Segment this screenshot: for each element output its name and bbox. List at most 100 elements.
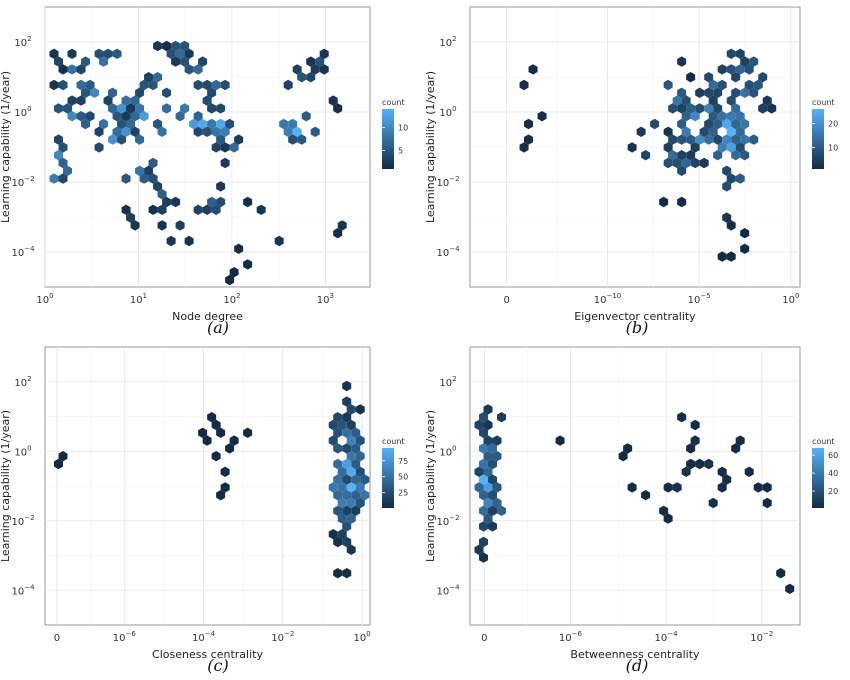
hex-bin — [148, 173, 158, 184]
hex-bin — [717, 251, 727, 262]
hex-bin — [717, 142, 727, 153]
hex-bin — [76, 111, 86, 122]
hex-bin — [360, 490, 370, 501]
hex-bin — [686, 443, 696, 454]
hex-bin — [342, 443, 352, 454]
hex-bin — [704, 72, 714, 83]
hex-bin — [76, 79, 86, 91]
hex-bin — [351, 443, 361, 454]
hex-bin — [175, 48, 185, 59]
hex-bin — [342, 568, 352, 579]
hex-bin — [243, 196, 253, 208]
legend-tick-label: 20 — [828, 487, 838, 496]
hex-bin — [663, 482, 673, 493]
hex-bin — [713, 103, 723, 114]
hex-bin — [211, 126, 221, 137]
hex-bin — [618, 451, 628, 462]
y-tick-label: 100 — [439, 105, 456, 119]
x-tick-label: 101 — [130, 292, 147, 306]
hex-bin — [229, 267, 239, 278]
hex-bin — [121, 95, 131, 106]
hex-bin — [623, 443, 633, 454]
hex-bin — [117, 134, 127, 145]
hex-bin — [76, 64, 86, 75]
hex-bin — [229, 435, 239, 446]
hex-bin — [641, 490, 651, 501]
hex-bin — [681, 466, 691, 477]
hex-bin — [220, 142, 230, 153]
hex-bin — [555, 435, 565, 446]
hex-bin — [713, 118, 723, 130]
y-axis-title: Learning capability (1/year) — [0, 410, 12, 562]
hex-bin — [211, 79, 221, 91]
hex-bin — [717, 79, 727, 91]
hex-bin — [229, 142, 239, 153]
hex-bin — [112, 126, 122, 137]
legend-colorbar — [382, 109, 394, 169]
hex-bin — [717, 64, 727, 75]
hex-bin — [492, 451, 502, 462]
hex-bin — [202, 435, 212, 446]
hex-bin — [328, 529, 338, 540]
hex-bin — [740, 134, 750, 145]
hex-bin — [99, 118, 109, 130]
panel-b: 0 10−10 10−5 100 10−4 10−2 100 102 Eigenvector c… — [424, 6, 838, 323]
legend-tick-label: 50 — [398, 473, 408, 482]
y-tick-label: 102 — [439, 35, 456, 49]
hex-bin — [171, 196, 181, 208]
hex-bin — [333, 103, 343, 114]
hex-bin — [483, 482, 493, 493]
hex-bin — [193, 64, 203, 75]
hex-bin — [690, 435, 700, 446]
hex-bin — [220, 157, 230, 169]
hex-bin — [220, 482, 230, 493]
hex-bin — [148, 204, 158, 215]
hex-bin — [704, 134, 714, 145]
hex-bin — [686, 134, 696, 145]
hex-bin — [346, 435, 356, 446]
hex-bin — [677, 196, 687, 208]
panel-d: 0 10−6 10−4 10−2 10−4 10−2 100 102 Betweenness c… — [424, 346, 838, 661]
hex-bin — [180, 56, 190, 67]
hex-bin — [171, 40, 181, 52]
hex-bin — [650, 118, 660, 130]
hex-bin — [49, 48, 59, 59]
hex-bin — [351, 505, 361, 516]
hex-bin — [681, 111, 691, 122]
hex-bin — [207, 118, 217, 130]
hex-bin — [731, 87, 741, 98]
hex-bin — [668, 150, 678, 161]
hex-bin — [749, 134, 759, 145]
hex-bin — [528, 64, 538, 75]
hex-bin — [722, 118, 732, 130]
hex-bin — [130, 126, 140, 137]
hex-bin — [333, 443, 343, 454]
hex-bin — [58, 142, 68, 153]
hex-bin — [207, 196, 217, 208]
hex-bin — [337, 513, 347, 524]
hex-bin — [483, 513, 493, 524]
hex-bin — [58, 173, 68, 184]
hex-bin — [695, 103, 705, 114]
hex-bin — [735, 48, 745, 59]
hex-bin — [753, 482, 763, 493]
x-tick-label: 103 — [317, 292, 334, 306]
hex-bin — [708, 111, 718, 122]
hex-bin — [184, 235, 194, 247]
y-tick-label: 10−2 — [11, 175, 34, 189]
hex-bin — [112, 48, 122, 59]
x-tick-label: 0 — [481, 633, 487, 644]
legend-colorbar — [382, 448, 394, 508]
hex-bin — [351, 458, 361, 470]
hex-bin — [157, 189, 167, 200]
hex-bin — [488, 474, 498, 485]
hex-bin — [524, 134, 534, 145]
y-tick-label: 10−4 — [436, 583, 460, 597]
hex-bin — [225, 443, 235, 454]
hex-bin — [342, 458, 352, 470]
y-axis-title: Learning capability (1/year) — [424, 410, 437, 562]
hex-bin — [225, 118, 235, 130]
hex-bin — [740, 56, 750, 67]
hex-bin — [731, 72, 741, 83]
hex-bin — [243, 259, 253, 270]
